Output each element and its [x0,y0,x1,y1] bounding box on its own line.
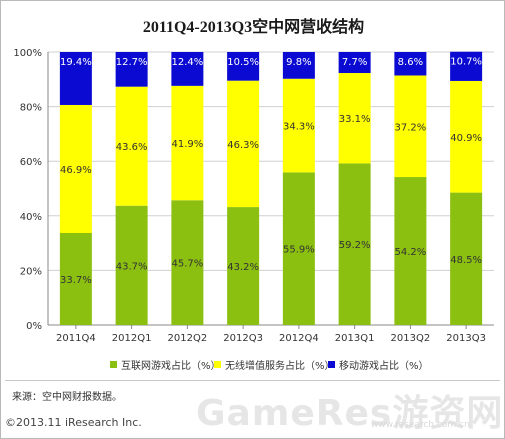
legend-item-wireless-vas: 无线增值服务占比（%） [214,357,335,372]
chart-legend: 互联网游戏占比（%） 无线增值服务占比（%） 移动游戏占比（%） [0,357,505,373]
watermark-url: www.research.com.cn [371,420,470,430]
bar-segment [59,52,92,105]
data-label: 10.7% [450,57,482,68]
bar-segment [338,73,371,164]
data-label: 8.6% [398,57,423,68]
bar-segment [394,52,427,76]
data-label: 12.4% [171,57,203,68]
data-label: 37.2% [394,122,426,133]
bar-segment [171,52,204,86]
x-tick-label: 2012Q1 [112,333,152,344]
data-label: 54.2% [394,247,426,258]
bar-segment [227,207,260,325]
bar-segment [115,86,148,206]
y-tick-label: 40% [20,212,42,223]
y-tick-label: 60% [20,157,42,168]
footer-divider [5,380,500,381]
legend-label-internet-games: 互联网游戏占比（%） [121,361,221,372]
bar-segment [282,78,315,173]
bar-segment [59,232,92,325]
data-label: 46.9% [60,165,92,176]
data-label: 55.9% [283,245,315,256]
data-label: 33.7% [60,275,92,286]
x-tick-label: 2012Q3 [223,333,263,344]
data-label: 34.3% [283,122,315,133]
bar-segment [227,80,260,208]
bar-segment [115,52,148,87]
legend-item-internet-games: 互联网游戏占比（%） [110,357,221,372]
bar-segment [282,52,315,79]
legend-swatch-wireless-vas [214,361,221,368]
chart-title: 2011Q4-2013Q3空中网营收结构 [142,19,365,36]
data-label: 59.2% [339,240,371,251]
chart-plot: 0% 20% 40% 60% 80% 100% 33.7% 46.9% 19.4% 2011Q4 4… [13,48,494,344]
bar-segment [59,104,92,233]
data-label: 7.7% [342,57,367,68]
watermark-logo: GameRes游资网 [196,393,504,434]
bar-segment [394,177,427,325]
y-tick-label: 20% [20,266,42,277]
bar-segment [394,75,427,178]
x-tick-label: 2012Q2 [168,333,208,344]
data-label: 40.9% [450,133,482,144]
data-label: 43.2% [227,262,259,273]
data-label: 12.7% [116,57,148,68]
bar-segment [227,52,260,81]
x-tick-label: 2012Q4 [279,333,319,344]
data-label: 41.9% [171,139,203,150]
x-tick-label: 2011Q4 [56,333,96,344]
x-tick-label: 2013Q1 [335,333,375,344]
data-label: 48.5% [450,255,482,266]
bar-segment [338,163,371,325]
legend-swatch-mobile-games [328,361,335,368]
data-label: 45.7% [171,259,203,270]
bar-segment [450,192,483,325]
data-label: 43.7% [116,261,148,272]
data-label: 33.1% [339,114,371,125]
y-tick-label: 100% [13,48,42,59]
bar-segment [115,205,148,325]
data-label: 43.6% [116,142,148,153]
data-label: 19.4% [60,57,92,68]
legend-label-mobile-games: 移动游戏占比（%） [339,361,429,372]
data-label: 9.8% [286,57,311,68]
bar-segment [171,200,204,325]
x-tick-label: 2013Q3 [446,333,486,344]
bar-segment [171,85,204,201]
legend-swatch-internet-games [110,361,117,368]
bar-segment [450,80,483,193]
bar-segment [338,52,371,74]
legend-item-mobile-games: 移动游戏占比（%） [328,357,429,372]
source-note: 来源：空中网财报数据。 [12,392,122,403]
x-tick-label: 2013Q2 [391,333,431,344]
copyright-note: ©2013.11 iResearch Inc. [5,416,142,429]
data-label: 10.5% [227,57,259,68]
bar-segment [450,51,483,81]
y-tick-label: 80% [20,103,42,114]
y-tick-label: 0% [26,321,42,332]
legend-label-wireless-vas: 无线增值服务占比（%） [225,361,335,372]
data-label: 46.3% [227,140,259,151]
bar-segment [282,172,315,325]
